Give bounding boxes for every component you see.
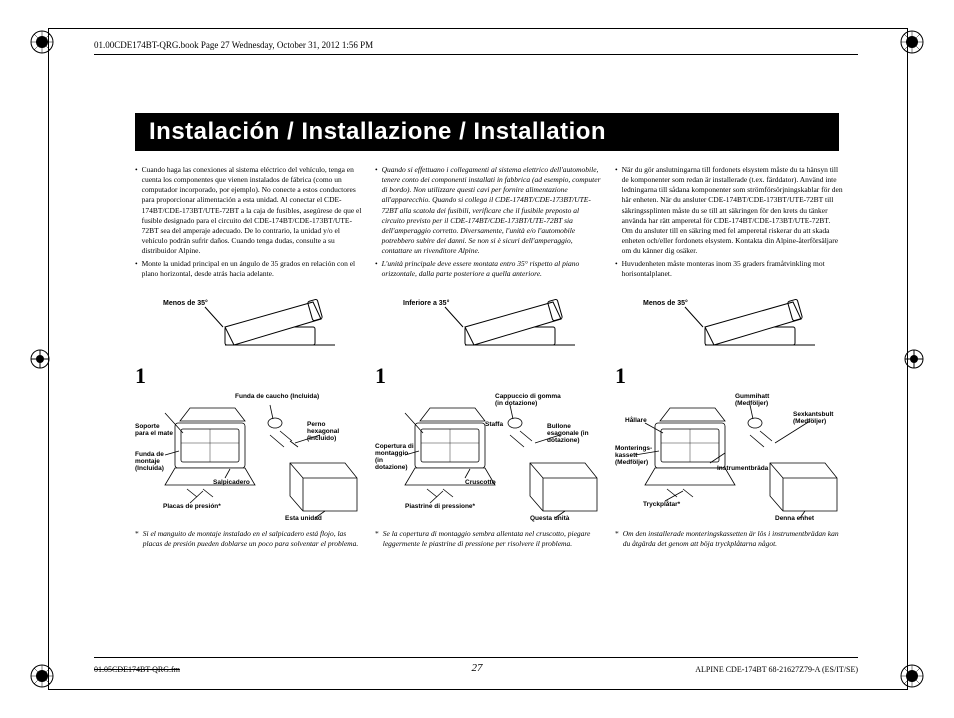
bullet-text: När du gör anslutningarna till fordonets… <box>622 165 843 256</box>
label-sleeve: Monterings-kassett (Medföljer) <box>615 445 657 466</box>
angle-label: Menos de 35° <box>163 299 208 308</box>
footnote-text: Se la copertura di montaggio sembra alle… <box>383 529 603 549</box>
label-bolt: Sexkantsbult (Medföljer) <box>793 411 843 425</box>
bullet-text: L'unità principale deve essere montata e… <box>382 259 603 279</box>
bullet-item: •L'unità principale deve essere montata … <box>375 259 603 279</box>
bullet-item: •Huvudenheten måste monteras inom 35 gra… <box>615 259 843 279</box>
footnote: *Se la copertura di montaggio sembra all… <box>375 529 603 549</box>
label-dash: Cruscotto <box>465 479 496 486</box>
footnote-text: Si el manguito de montaje instalado en e… <box>143 529 363 549</box>
label-bracket: Staffa <box>485 421 503 428</box>
step-number: 1 <box>135 361 363 391</box>
footer-left: 01.05CDE174BT-QRG.fm <box>94 665 180 674</box>
reg-mark-icon <box>30 349 50 369</box>
page-title: Instalación / Installazione / Installati… <box>135 113 839 151</box>
bullet-item: •Quando si effettuano i collegamenti al … <box>375 165 603 256</box>
footnote: *Om den installerade monteringskassetten… <box>615 529 843 549</box>
label-plates: Piastrine di pressione* <box>405 503 475 510</box>
label-bolt: Perno hexagonal (Incluido) <box>307 421 357 442</box>
label-unit: Esta unidad <box>285 515 322 522</box>
bullet-text: Cuando haga las conexiones al sistema el… <box>142 165 363 256</box>
column-es: •Cuando haga las conexiones al sistema e… <box>135 165 363 549</box>
install-diagram: Soporte para el mate Funda de montaje (I… <box>135 393 363 523</box>
label-bracket: Soporte para el mate <box>135 423 173 437</box>
label-sleeve: Copertura di montaggio (in dotazione) <box>375 443 417 472</box>
step-number: 1 <box>615 361 843 391</box>
label-dash: Instrumentbräda <box>717 465 768 472</box>
footer-rule <box>94 657 858 658</box>
bullet-item: •Cuando haga las conexiones al sistema e… <box>135 165 363 256</box>
content-columns: •Cuando haga las conexiones al sistema e… <box>135 165 843 549</box>
install-diagram: Staffa Copertura di montaggio (in dotazi… <box>375 393 603 523</box>
label-dash: Salpicadero <box>213 479 250 486</box>
label-plates: Tryckplåtar* <box>643 501 680 508</box>
label-unit: Questa unità <box>530 515 569 522</box>
label-bracket: Hållare <box>625 417 647 424</box>
label-rubber: Gummihatt (Medföljer) <box>735 393 785 407</box>
label-plates: Placas de presión* <box>163 503 221 510</box>
install-diagram: Hållare Monterings-kassett (Medföljer) T… <box>615 393 843 523</box>
header-text: 01.00CDE174BT-QRG.book Page 27 Wednesday… <box>94 40 373 50</box>
footnote: *Si el manguito de montaje instalado en … <box>135 529 363 549</box>
label-unit: Denna enhet <box>775 515 814 522</box>
step-number: 1 <box>375 361 603 391</box>
label-bolt: Bullone esagonale (in dotazione) <box>547 423 602 444</box>
footer-right: ALPINE CDE-174BT 68-21627Z79-A (ES/IT/SE… <box>695 665 858 674</box>
header-rule <box>94 54 858 55</box>
angle-label: Inferiore a 35° <box>403 299 449 308</box>
label-sleeve: Funda de montaje (Incluida) <box>135 451 175 472</box>
label-rubber: Cappuccio di gomma (in dotazione) <box>495 393 565 407</box>
column-it: •Quando si effettuano i collegamenti al … <box>375 165 603 549</box>
label-rubber: Funda de caucho (Incluida) <box>235 393 319 400</box>
angle-diagram: Menos de 35° <box>615 287 843 357</box>
bullet-item: •När du gör anslutningarna till fordonet… <box>615 165 843 256</box>
footnote-text: Om den installerade monteringskassetten … <box>623 529 843 549</box>
angle-label: Menos de 35° <box>643 299 688 308</box>
column-se: •När du gör anslutningarna till fordonet… <box>615 165 843 549</box>
bullet-text: Monte la unidad principal en un ángulo d… <box>142 259 363 279</box>
bullet-text: Huvudenheten måste monteras inom 35 grad… <box>622 259 843 279</box>
angle-diagram: Menos de 35° <box>135 287 363 357</box>
angle-diagram: Inferiore a 35° <box>375 287 603 357</box>
bullet-item: •Monte la unidad principal en un ángulo … <box>135 259 363 279</box>
bullet-text: Quando si effettuano i collegamenti al s… <box>382 165 603 256</box>
